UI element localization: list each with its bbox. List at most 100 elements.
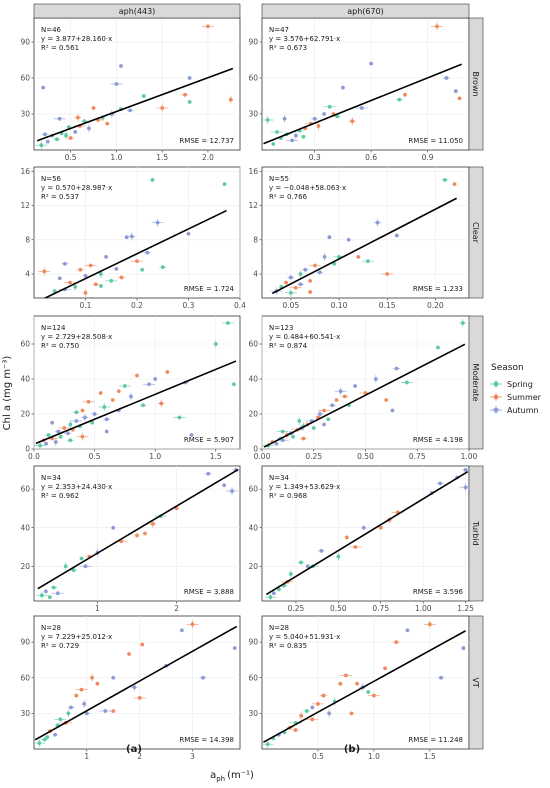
data-point-summer <box>452 182 457 187</box>
y-tick-label: 60 <box>248 673 258 682</box>
y-tick-label: 40 <box>248 375 258 384</box>
data-point-spring <box>42 737 47 742</box>
row-strip-label: VT <box>471 677 480 687</box>
x-tick-label: 0.20 <box>427 301 444 310</box>
data-point-spring <box>99 284 103 288</box>
data-point-autumn <box>439 675 443 680</box>
data-point-summer <box>316 701 320 706</box>
column-strip <box>33 3 241 19</box>
regression-equation: y = 0.484+60.541·x <box>269 333 340 341</box>
data-point-summer <box>78 267 83 272</box>
r-squared-label: R² = 0.729 <box>41 642 79 650</box>
data-point-spring <box>397 97 402 102</box>
rmse-label: RMSE = 4.198 <box>413 436 463 444</box>
y-tick-label: 16 <box>248 167 258 176</box>
data-point-autumn <box>322 422 326 427</box>
data-point-summer <box>284 280 288 285</box>
y-tick-label: 12 <box>20 201 30 210</box>
r-squared-label: R² = 0.766 <box>269 193 308 201</box>
data-point-spring <box>51 585 56 590</box>
x-tick-label: 0.3 <box>309 153 321 162</box>
x-tick-label: 0.0 <box>28 452 40 461</box>
data-point-autumn <box>405 628 410 633</box>
regression-equation: y = 5.040+51.931·x <box>269 633 340 641</box>
data-point-spring <box>187 100 192 104</box>
data-point-spring <box>288 572 293 576</box>
sample-size-label: N=34 <box>269 474 290 482</box>
data-point-autumn <box>114 266 119 271</box>
x-tick-label: 0.10 <box>331 301 348 310</box>
regression-equation: y = 3.576+62.791·x <box>269 35 340 43</box>
x-tick-label: 0.25 <box>305 452 322 461</box>
x-tick-label: 2.0 <box>202 153 214 162</box>
y-tick-label: 0 <box>25 445 30 454</box>
x-tick-label: 1.00 <box>461 452 478 461</box>
data-point-summer <box>338 681 343 686</box>
data-point-summer <box>293 285 298 290</box>
data-point-summer <box>293 728 298 732</box>
y-tick-label: 20 <box>248 562 258 571</box>
data-point-summer <box>353 545 358 549</box>
data-point-autumn <box>290 138 295 143</box>
regression-line <box>35 360 237 445</box>
data-point-spring <box>58 717 63 722</box>
data-point-autumn <box>129 394 133 399</box>
data-point-spring <box>327 104 332 109</box>
x-tick-label: 1.0 <box>368 752 380 761</box>
data-point-autumn <box>43 589 48 594</box>
data-point-autumn <box>153 377 158 381</box>
y-tick-label: 60 <box>20 74 30 83</box>
data-point-summer <box>68 280 72 285</box>
x-tick-label: 1 <box>95 604 100 613</box>
data-point-spring <box>122 384 127 388</box>
data-point-autumn <box>322 255 327 259</box>
data-point-summer <box>384 398 389 402</box>
data-point-autumn <box>298 282 303 287</box>
data-point-spring <box>140 267 145 272</box>
data-point-autumn <box>338 389 343 394</box>
x-tick-label: 0.2 <box>131 301 143 310</box>
r-squared-label: R² = 0.673 <box>269 44 307 52</box>
y-tick-label: 60 <box>248 485 258 494</box>
data-point-summer <box>137 696 142 700</box>
r-squared-label: R² = 0.968 <box>269 492 307 500</box>
data-point-summer <box>206 24 210 29</box>
data-point-spring <box>265 742 270 747</box>
data-point-autumn <box>83 564 88 569</box>
data-point-summer <box>110 398 115 402</box>
legend-item-autumn: Autumn <box>490 406 539 415</box>
data-point-autumn <box>87 126 91 131</box>
data-point-summer <box>385 272 390 276</box>
subfigure-label-a: (a) <box>126 744 142 755</box>
data-point-summer <box>342 394 347 399</box>
data-point-spring <box>45 735 50 740</box>
data-point-autumn <box>92 412 97 416</box>
data-point-spring <box>271 142 276 146</box>
data-point-autumn <box>186 231 191 236</box>
data-point-summer <box>91 106 96 110</box>
panel-content <box>34 321 237 449</box>
y-tick-label: 4 <box>25 270 30 279</box>
x-tick-label: 0.50 <box>330 604 347 613</box>
y-tick-label: 60 <box>248 74 258 83</box>
data-point-summer <box>378 525 383 530</box>
row-strip <box>468 166 484 299</box>
data-point-spring <box>222 182 227 187</box>
data-point-summer <box>308 278 313 283</box>
data-point-summer <box>310 717 315 722</box>
data-point-spring <box>304 709 309 713</box>
row-strip <box>468 17 484 151</box>
facet-aph443-turbid: 1 2 20 40 60 N=34y = 2.353+24.430·xR² = 0.962… <box>20 465 241 613</box>
data-point-summer <box>165 370 170 374</box>
x-tick-label: 0.9 <box>422 153 434 162</box>
data-point-autumn <box>119 64 123 68</box>
x-tick-label: 1.0 <box>149 452 161 461</box>
y-tick-label: 60 <box>20 340 30 349</box>
data-point-autumn <box>274 441 279 446</box>
legend-key-point <box>493 394 499 400</box>
x-tick-label: 0.25 <box>288 604 305 613</box>
data-point-autumn <box>288 275 293 280</box>
x-tick-label: 0.75 <box>372 604 389 613</box>
x-tick-label: 1.25 <box>457 604 474 613</box>
